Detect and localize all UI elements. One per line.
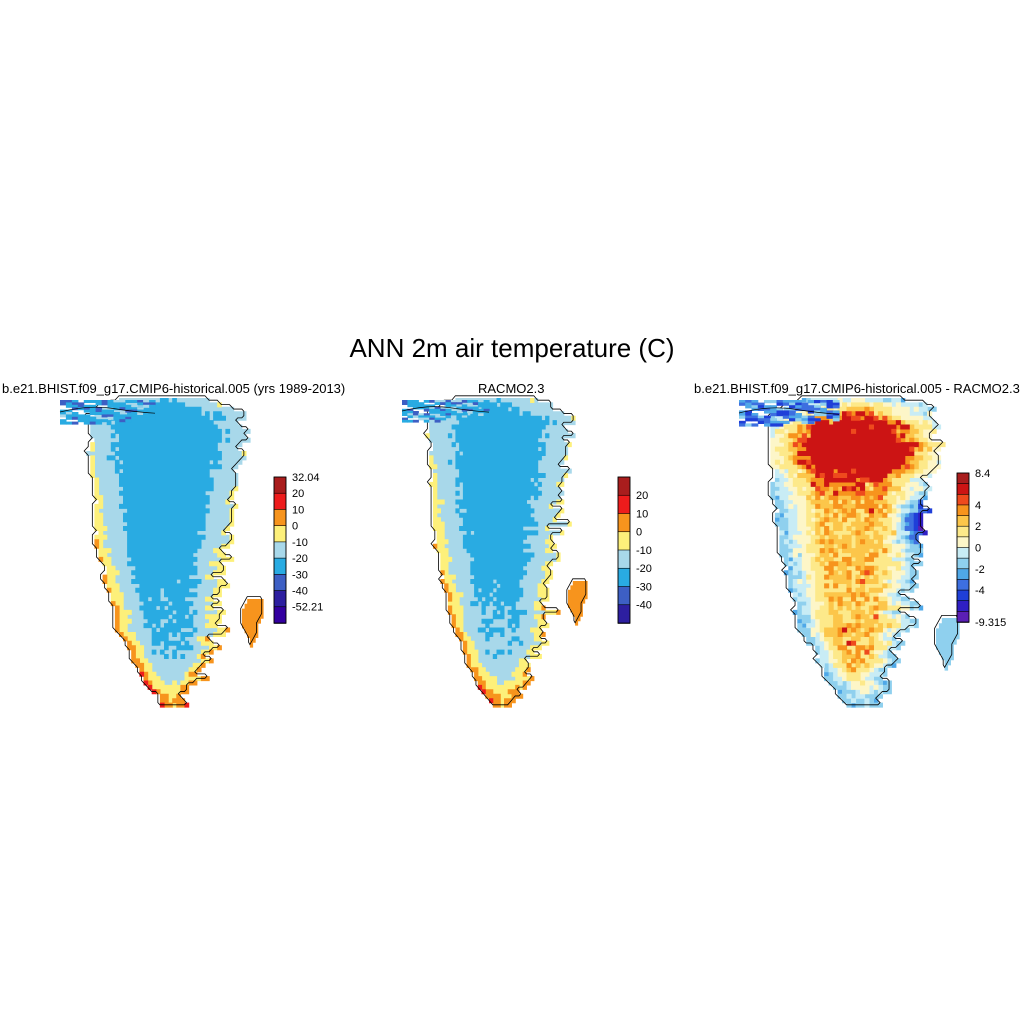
svg-text:-40: -40 xyxy=(292,586,308,598)
svg-text:-4: -4 xyxy=(975,585,985,597)
svg-text:2: 2 xyxy=(975,521,981,533)
svg-text:10: 10 xyxy=(292,504,304,516)
svg-text:-9.315: -9.315 xyxy=(975,617,1006,629)
svg-text:20: 20 xyxy=(636,490,648,502)
svg-text:0: 0 xyxy=(975,542,981,554)
svg-text:-10: -10 xyxy=(292,537,308,549)
svg-text:-10: -10 xyxy=(636,545,652,557)
svg-text:20: 20 xyxy=(292,488,304,500)
svg-text:8.4: 8.4 xyxy=(975,468,990,480)
svg-text:-20: -20 xyxy=(636,563,652,575)
svg-text:-52.21: -52.21 xyxy=(292,602,323,614)
svg-text:0: 0 xyxy=(636,527,642,539)
svg-text:32.04: 32.04 xyxy=(292,472,320,484)
svg-text:-30: -30 xyxy=(636,581,652,593)
svg-text:0: 0 xyxy=(292,521,298,533)
svg-text:-2: -2 xyxy=(975,564,985,576)
svg-text:-40: -40 xyxy=(636,600,652,612)
svg-text:-30: -30 xyxy=(292,569,308,581)
svg-text:10: 10 xyxy=(636,508,648,520)
svg-text:-20: -20 xyxy=(292,553,308,565)
svg-text:4: 4 xyxy=(975,500,981,512)
